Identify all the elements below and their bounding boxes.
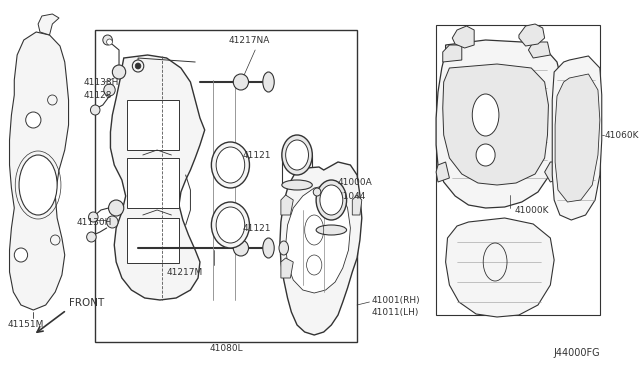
Circle shape (14, 248, 28, 262)
Ellipse shape (316, 180, 347, 220)
Polygon shape (436, 40, 562, 208)
Bar (95, 30, 357, 342)
Ellipse shape (211, 142, 250, 188)
Polygon shape (281, 258, 293, 278)
Polygon shape (445, 218, 554, 317)
Ellipse shape (282, 135, 312, 175)
Text: J44000FG: J44000FG (553, 348, 600, 358)
Text: 41151M: 41151M (8, 320, 44, 329)
Polygon shape (443, 45, 462, 62)
Text: 41121: 41121 (243, 224, 271, 232)
Circle shape (86, 232, 96, 242)
Polygon shape (443, 64, 548, 185)
Bar (127, 218, 179, 263)
Bar (436, 25, 600, 315)
Text: 41080L: 41080L (209, 344, 243, 353)
Polygon shape (281, 195, 293, 215)
Text: 41121: 41121 (243, 151, 271, 160)
Ellipse shape (19, 155, 57, 215)
Polygon shape (285, 185, 350, 293)
Circle shape (233, 74, 248, 90)
Text: 41000K: 41000K (514, 205, 548, 215)
Text: 41128: 41128 (84, 90, 112, 99)
Polygon shape (545, 162, 562, 182)
Polygon shape (111, 55, 205, 300)
Text: 41060K: 41060K (605, 131, 639, 140)
Polygon shape (352, 195, 362, 215)
Ellipse shape (211, 202, 250, 248)
Circle shape (233, 240, 248, 256)
Text: 41044: 41044 (338, 192, 366, 201)
Circle shape (328, 190, 338, 200)
Ellipse shape (472, 94, 499, 136)
Circle shape (132, 60, 144, 72)
Polygon shape (10, 32, 68, 310)
Circle shape (313, 188, 321, 196)
Polygon shape (280, 162, 362, 335)
Polygon shape (452, 26, 474, 48)
Ellipse shape (263, 72, 274, 92)
Ellipse shape (282, 180, 312, 190)
Text: 41138H: 41138H (84, 77, 119, 87)
Text: FRONT: FRONT (68, 298, 104, 308)
Circle shape (107, 216, 118, 228)
Polygon shape (529, 42, 550, 58)
Polygon shape (436, 162, 449, 182)
Polygon shape (552, 56, 602, 220)
Text: 41217NA: 41217NA (228, 36, 270, 45)
Circle shape (103, 35, 113, 45)
Ellipse shape (216, 147, 244, 183)
Circle shape (107, 39, 113, 45)
Text: 41217M: 41217M (166, 268, 203, 277)
Bar (127, 158, 179, 208)
Ellipse shape (316, 225, 347, 235)
Circle shape (90, 105, 100, 115)
Ellipse shape (216, 207, 244, 243)
Circle shape (109, 200, 124, 216)
Text: 41000A: 41000A (338, 177, 372, 186)
Circle shape (26, 112, 41, 128)
Ellipse shape (285, 140, 308, 170)
Circle shape (135, 63, 141, 69)
Circle shape (113, 65, 125, 79)
Polygon shape (555, 74, 600, 202)
Ellipse shape (320, 185, 343, 215)
Polygon shape (519, 24, 545, 46)
Text: 41130H: 41130H (76, 218, 111, 227)
Circle shape (88, 212, 98, 222)
Ellipse shape (263, 238, 274, 258)
Bar (127, 100, 179, 150)
Circle shape (104, 84, 115, 96)
Ellipse shape (279, 241, 289, 255)
Ellipse shape (476, 144, 495, 166)
Polygon shape (38, 14, 59, 35)
Text: 41001(RH): 41001(RH) (371, 295, 420, 305)
Text: 41011(LH): 41011(LH) (371, 308, 419, 317)
Circle shape (332, 193, 335, 197)
